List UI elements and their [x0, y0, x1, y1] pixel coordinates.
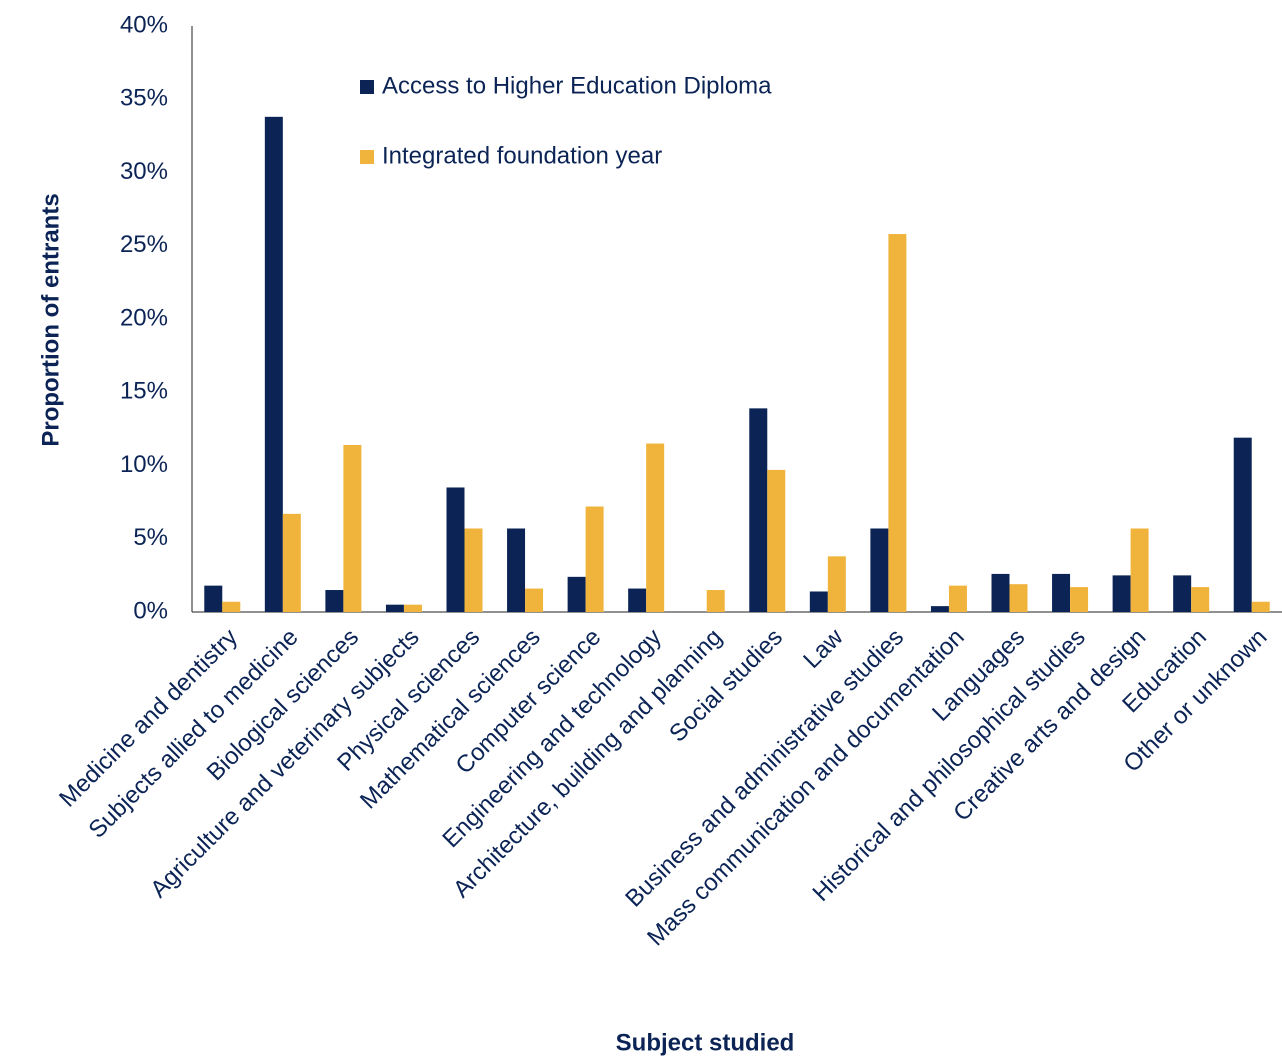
bar: [870, 528, 889, 612]
legend-swatch: [360, 80, 374, 94]
y-axis-label: Proportion of entrants: [37, 193, 64, 446]
bar: [464, 528, 483, 612]
bar: [585, 506, 604, 612]
bar: [567, 576, 586, 612]
bar: [1009, 584, 1028, 612]
bar: [1070, 587, 1089, 612]
y-tick-label: 40%: [120, 11, 168, 38]
legend-label: Integrated foundation year: [382, 142, 662, 169]
bar: [827, 556, 846, 612]
bar: [282, 513, 301, 612]
y-tick-label: 35%: [120, 85, 168, 112]
legend-label: Access to Higher Education Diploma: [382, 72, 772, 99]
x-tick-label: Business and administrative studies: [620, 624, 909, 913]
bar: [1251, 601, 1270, 612]
bar: [385, 604, 404, 612]
bar: [646, 443, 665, 612]
bar: [706, 590, 725, 612]
x-tick-label: Law: [798, 623, 849, 674]
y-tick-label: 20%: [120, 304, 168, 331]
y-tick-label: 15%: [120, 378, 168, 405]
bar: [628, 588, 647, 612]
bar: [991, 573, 1010, 612]
bar: [325, 590, 344, 612]
bar: [749, 408, 768, 612]
y-tick-label: 25%: [120, 231, 168, 258]
bar: [525, 588, 544, 612]
y-tick-label: 5%: [133, 524, 168, 551]
bar: [930, 606, 949, 612]
bar: [888, 234, 907, 612]
bar: [222, 601, 241, 612]
bar: [1233, 437, 1252, 612]
y-tick-label: 10%: [120, 451, 168, 478]
bar: [204, 585, 223, 612]
bar: [809, 591, 828, 612]
bar: [767, 469, 786, 612]
bar: [264, 116, 283, 612]
bar: [948, 585, 967, 612]
bar: [343, 444, 362, 612]
bar: [1191, 587, 1210, 612]
legend-swatch: [360, 150, 374, 164]
y-tick-label: 0%: [133, 597, 168, 624]
bar: [1173, 575, 1192, 612]
bar: [403, 604, 422, 612]
bar: [507, 528, 526, 612]
bar: [446, 487, 465, 612]
bar: [1112, 575, 1131, 612]
bar: [1052, 573, 1071, 612]
x-axis-label: Subject studied: [616, 1029, 795, 1056]
bar: [1130, 528, 1149, 612]
y-tick-label: 30%: [120, 158, 168, 185]
